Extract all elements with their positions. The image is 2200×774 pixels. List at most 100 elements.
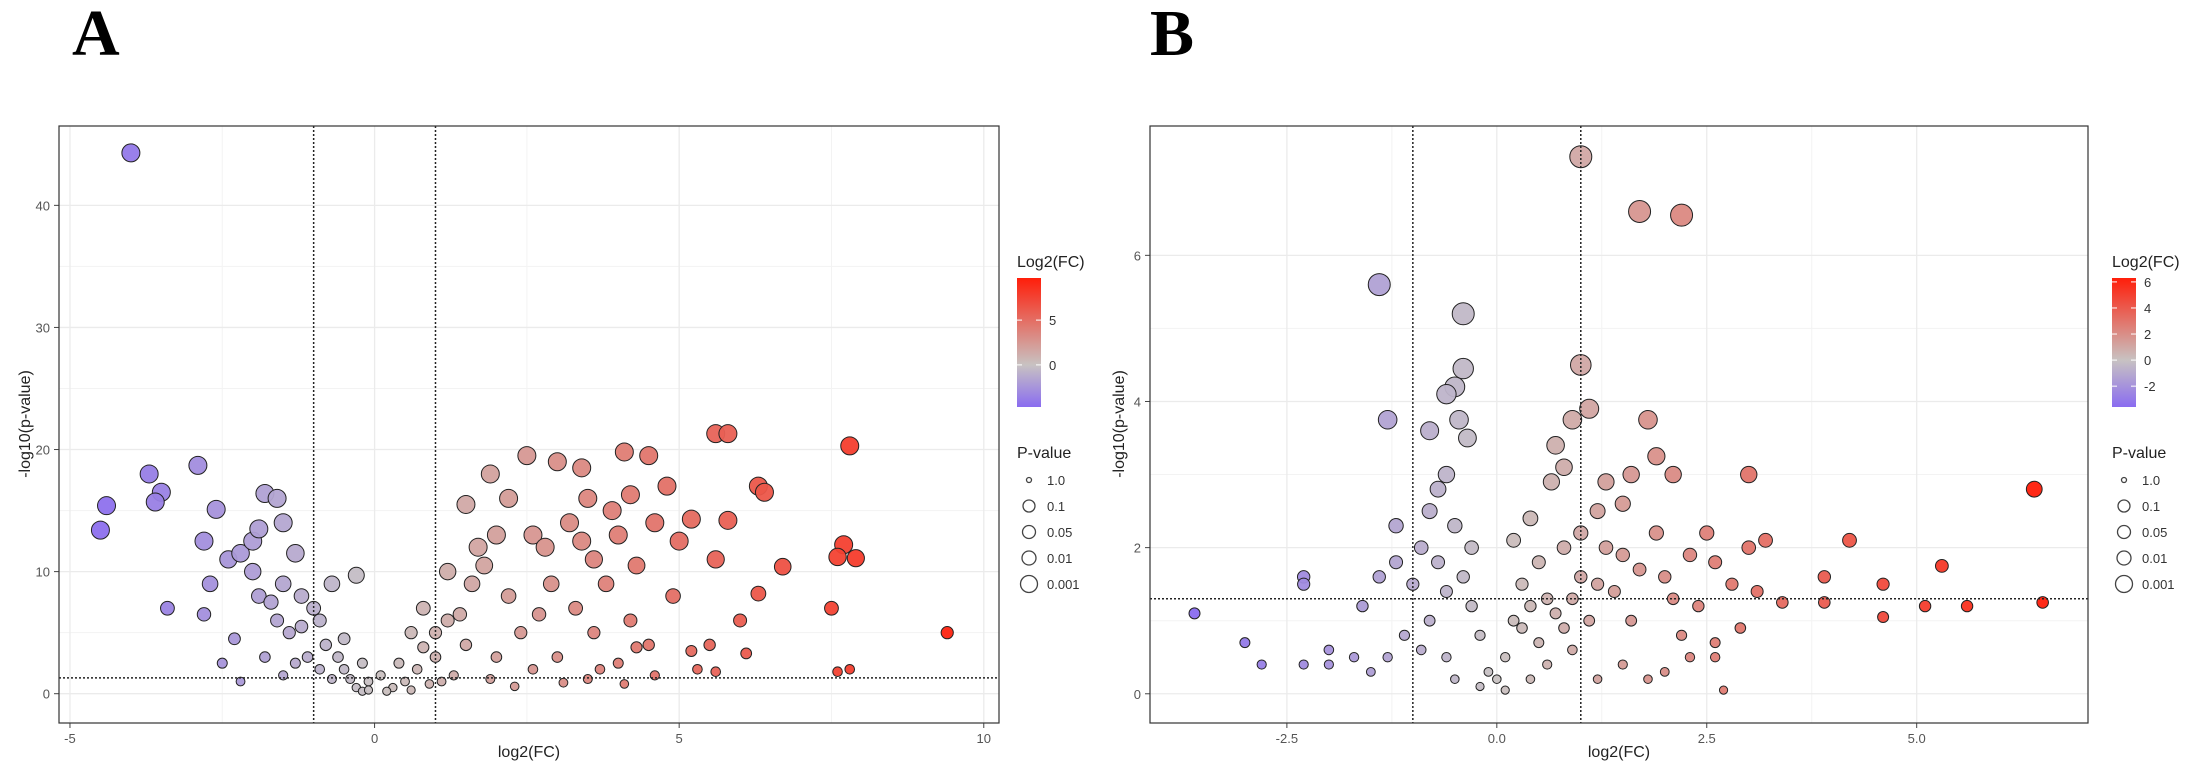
data-point: [400, 676, 410, 687]
x-tick-label: 0: [371, 731, 378, 746]
data-point: [231, 544, 250, 563]
panel-label-a: A: [72, 0, 120, 70]
data-point: [273, 513, 293, 533]
data-point: [1638, 409, 1658, 430]
data-point: [703, 638, 716, 652]
data-point: [1659, 666, 1670, 677]
data-point: [393, 657, 405, 669]
data-point: [500, 588, 517, 604]
data-point: [1569, 354, 1592, 376]
data-point: [828, 547, 847, 567]
data-point: [718, 510, 738, 530]
data-point: [1556, 540, 1572, 555]
data-point: [1437, 465, 1456, 484]
data-point: [669, 531, 689, 551]
colorbar-tick-label: 2: [2144, 327, 2151, 342]
data-point: [1579, 398, 1600, 419]
size-legend-label: 0.1: [2142, 499, 2160, 514]
data-point: [228, 632, 241, 646]
data-point: [1555, 458, 1573, 477]
size-legend-label: 0.05: [2142, 525, 2167, 540]
data-point: [1617, 659, 1628, 670]
data-point: [1398, 629, 1411, 641]
data-point: [1506, 532, 1522, 548]
y-tick-label: 0: [1134, 687, 1141, 702]
data-point: [665, 588, 681, 604]
data-point: [282, 626, 296, 640]
data-point: [194, 531, 214, 551]
panel-label-b: B: [1150, 0, 1194, 70]
data-point: [1423, 614, 1436, 627]
data-point: [356, 657, 368, 669]
data-point: [249, 519, 269, 539]
data-point: [1323, 659, 1334, 670]
data-point: [1758, 532, 1773, 548]
data-point: [710, 666, 722, 678]
color-legend-title-a: Log2(FC): [1017, 254, 1085, 271]
data-point: [1447, 518, 1463, 534]
plot-area-a: [59, 126, 999, 723]
data-point: [415, 600, 431, 616]
size-legend-label: 0.001: [1047, 577, 1080, 592]
data-point: [1431, 555, 1446, 570]
x-axis-label-a: log2(FC): [498, 744, 560, 761]
data-point: [844, 663, 856, 675]
data-point: [1516, 622, 1528, 634]
data-point: [824, 600, 839, 616]
data-point: [612, 657, 624, 669]
data-point: [1718, 685, 1729, 695]
data-point: [1709, 652, 1721, 663]
data-point: [1356, 599, 1369, 613]
y-tick-label: 40: [36, 198, 50, 213]
data-point: [1525, 674, 1536, 684]
data-point: [428, 626, 443, 640]
data-point: [1776, 596, 1789, 609]
colorbar-tick-label: 6: [2144, 275, 2151, 290]
x-tick-label: 2.5: [1698, 731, 1716, 746]
data-point: [1615, 547, 1630, 563]
y-tick-label: 2: [1134, 541, 1141, 556]
size-legend-circle: [2116, 550, 2132, 566]
colorbar-tick-label: 5: [1049, 313, 1056, 328]
data-point: [1562, 409, 1583, 430]
data-point: [301, 651, 314, 663]
data-point: [289, 657, 301, 669]
data-point: [314, 663, 326, 675]
data-point: [411, 663, 423, 675]
data-point: [1367, 273, 1391, 297]
data-point: [1464, 540, 1479, 555]
data-point: [1239, 637, 1251, 649]
data-point: [145, 492, 165, 512]
data-point: [514, 626, 528, 640]
data-point: [1515, 577, 1529, 591]
panel-a: A log2(FC) -log10(p-value) Log2(FC) P-va…: [17, 0, 1085, 761]
data-point: [251, 588, 267, 604]
data-point: [201, 575, 219, 593]
data-point: [560, 513, 580, 533]
data-point: [1429, 480, 1447, 498]
data-point: [139, 464, 159, 484]
size-legend-circle: [2117, 499, 2131, 513]
data-point: [587, 626, 601, 640]
data-point: [1542, 473, 1561, 491]
data-point: [468, 537, 488, 557]
data-point: [326, 674, 337, 685]
data-point: [338, 663, 350, 675]
data-point: [1413, 540, 1429, 555]
data-point: [523, 525, 543, 545]
size-legend-circle: [1025, 476, 1033, 484]
data-point: [436, 676, 447, 687]
x-tick-label: -2.5: [1276, 731, 1298, 746]
data-point: [1420, 421, 1440, 441]
data-point: [1531, 555, 1546, 570]
data-point: [1590, 577, 1605, 591]
data-point: [332, 651, 344, 663]
data-point: [274, 575, 292, 593]
data-point: [1449, 409, 1469, 430]
data-point: [485, 674, 496, 685]
size-legend-circle: [1019, 574, 1039, 594]
data-point: [1614, 495, 1631, 512]
data-point: [1589, 503, 1606, 520]
data-point: [619, 679, 630, 689]
data-point: [1647, 447, 1666, 466]
